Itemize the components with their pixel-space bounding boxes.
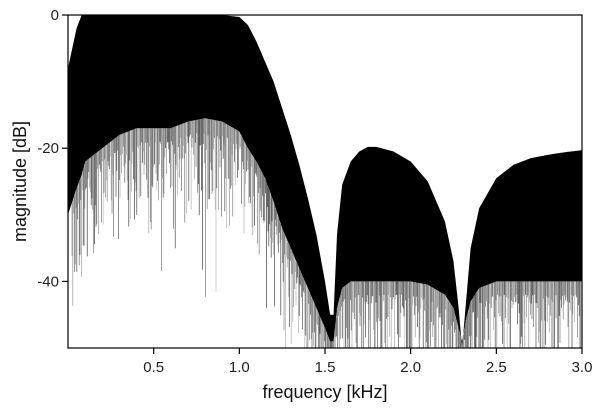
- x-tick-label: 0.5: [143, 359, 164, 376]
- magnitude-envelope-area: [68, 15, 582, 348]
- y-tick-label: 0: [51, 7, 59, 24]
- x-tick-label: 1.5: [315, 359, 336, 376]
- x-tick-label: 3.0: [572, 359, 593, 376]
- y-tick-label: -40: [37, 273, 59, 290]
- x-axis-label: frequency [kHz]: [262, 382, 387, 402]
- y-axis: 0 -20 -40: [37, 7, 68, 290]
- x-axis: 0.5 1.0 1.5 2.0 2.5 3.0: [143, 348, 592, 376]
- x-tick-label: 1.0: [229, 359, 250, 376]
- y-tick-label: -20: [37, 140, 59, 157]
- plot-area: [67, 14, 583, 349]
- magnitude-spikes: [71, 118, 582, 348]
- y-axis-label: magnitude [dB]: [10, 121, 30, 242]
- x-tick-label: 2.0: [400, 359, 421, 376]
- x-tick-label: 2.5: [486, 359, 507, 376]
